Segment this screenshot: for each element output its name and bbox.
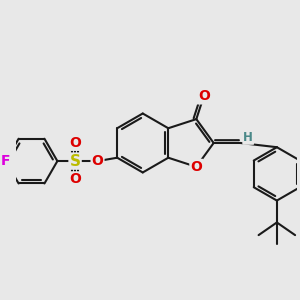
Text: O: O xyxy=(69,136,81,150)
Text: O: O xyxy=(198,89,210,103)
Text: O: O xyxy=(190,160,202,174)
Text: S: S xyxy=(70,154,81,169)
Text: F: F xyxy=(1,154,10,168)
Text: O: O xyxy=(69,172,81,186)
Text: H: H xyxy=(243,131,253,144)
Text: O: O xyxy=(92,154,104,168)
